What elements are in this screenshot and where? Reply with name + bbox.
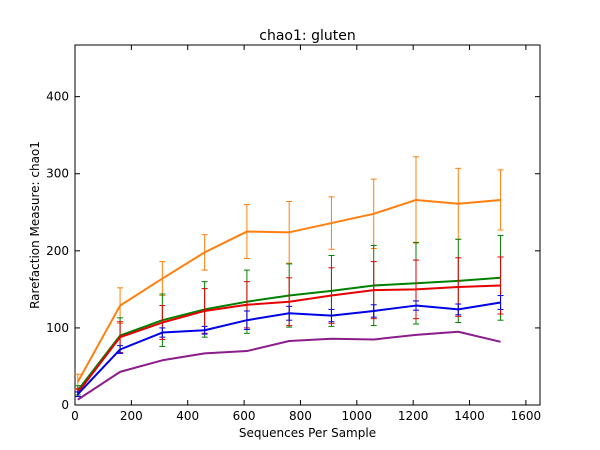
series-line [77,284,501,394]
x-tick-label: 1000 [342,409,373,423]
y-tick-label: 0 [61,398,69,412]
x-tick-label: 600 [233,409,256,423]
series-line [76,198,501,383]
x-tick-label: 400 [176,409,199,423]
x-tick-label: 800 [289,409,312,423]
y-axis-label: Rarefaction Measure: chao1 [28,141,42,309]
x-tick-label: 1200 [398,409,429,423]
x-tick-label: 200 [120,409,143,423]
y-tick-label: 100 [46,321,69,335]
plot-area [74,44,541,406]
x-tick-label: 1400 [454,409,485,423]
x-tick-label: 0 [71,409,79,423]
y-tick-label: 400 [46,90,69,104]
series-1 [74,156,504,391]
series-5 [77,330,501,401]
x-axis-label: Sequences Per Sample [239,426,376,440]
chart-title: chao1: gluten [259,28,355,44]
series-4 [74,295,504,398]
x-tick-label: 1600 [511,409,542,423]
series-line [77,301,501,395]
y-tick-label: 300 [46,167,69,181]
series-layer [74,156,504,401]
y-tick-label: 200 [46,244,69,258]
axis-ticks: 0 200 400 600 800 1000 1200 1400 1600 0 100 200 300 4… [46,45,541,423]
series-line [77,330,501,401]
